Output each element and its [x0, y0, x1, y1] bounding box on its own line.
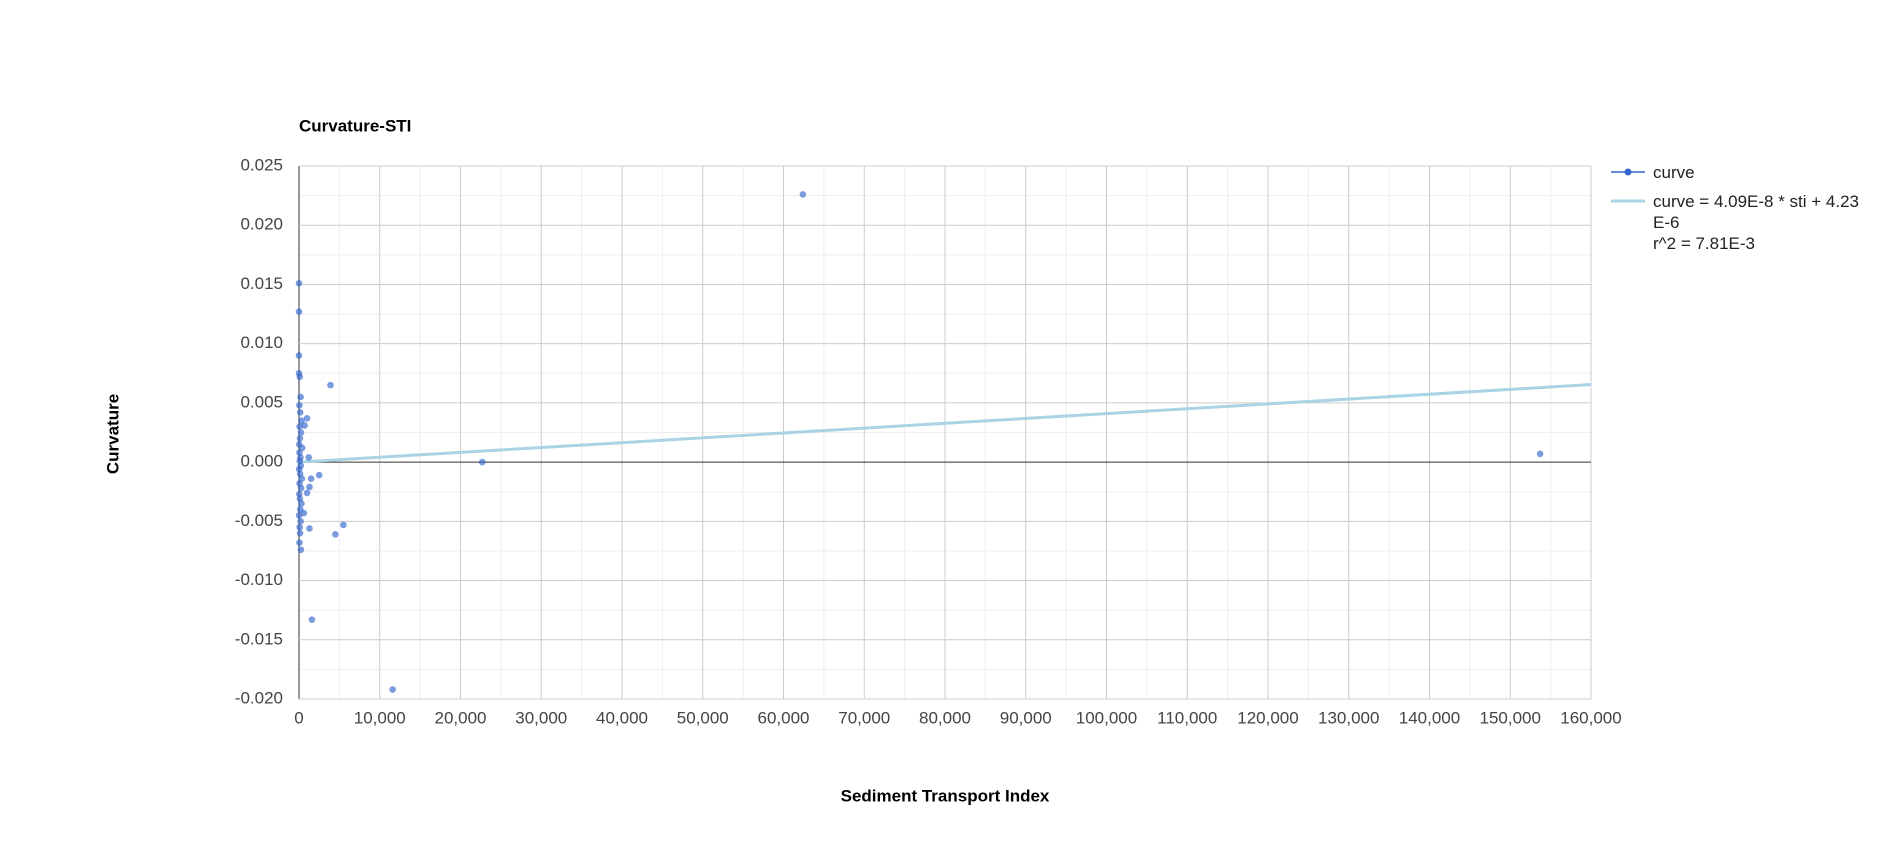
x-tick-label: 160,000 — [1560, 708, 1621, 727]
point — [479, 458, 486, 466]
x-tick-label: 80,000 — [919, 708, 971, 727]
y-tick-label: 0.000 — [240, 452, 283, 471]
point — [306, 483, 313, 491]
point — [327, 381, 334, 389]
point — [315, 471, 323, 479]
y-tick-label: 0.015 — [240, 274, 283, 293]
y-tick-label: -0.020 — [235, 688, 283, 707]
x-tick-label: 40,000 — [596, 708, 648, 727]
point — [295, 279, 303, 287]
x-axis-label: Sediment Transport Index — [841, 786, 1050, 805]
point — [303, 489, 311, 497]
point — [296, 539, 303, 546]
legend-swatch — [1611, 168, 1645, 176]
x-tick-label: 20,000 — [435, 708, 487, 727]
legend-swatch — [1611, 199, 1645, 203]
point — [296, 506, 304, 513]
legend-label: curve = 4.09E-8 * sti + 4.23E-6 — [1653, 192, 1860, 232]
point — [389, 686, 396, 693]
point — [296, 401, 303, 409]
x-tick-label: 60,000 — [758, 708, 810, 727]
point — [297, 429, 305, 436]
y-tick-label: 0.020 — [240, 215, 283, 234]
x-tick-label: 50,000 — [677, 708, 729, 727]
x-tick-label: 130,000 — [1318, 708, 1379, 727]
y-axis-label: Curvature — [103, 394, 122, 474]
legend-entry: curve — [1609, 162, 1863, 183]
point — [298, 417, 305, 424]
x-tick-label: 140,000 — [1399, 708, 1460, 727]
point — [298, 500, 305, 507]
legend-dot — [1624, 168, 1632, 176]
y-tick-label: 0.025 — [240, 155, 283, 174]
x-tick-label: 100,000 — [1076, 708, 1137, 727]
point — [303, 414, 311, 422]
grid — [298, 165, 1592, 700]
point — [305, 454, 312, 461]
point — [306, 525, 313, 532]
point — [799, 191, 807, 198]
x-tick-label: 110,000 — [1157, 708, 1217, 727]
y-tick-label: 0.005 — [240, 392, 283, 411]
point — [1536, 450, 1544, 458]
point — [295, 308, 303, 315]
x-tick-label: 120,000 — [1237, 708, 1298, 727]
point — [296, 409, 304, 416]
point — [332, 531, 339, 538]
chart-title: Curvature-STI — [299, 116, 411, 135]
x-tick-label: 30,000 — [515, 708, 567, 727]
r-squared-label: r^2 = 7.81E-3 — [1653, 234, 1756, 253]
point — [297, 393, 304, 401]
legend: curve curve = 4.09E-8 * sti + 4.23E-6 r^2 … — [1609, 162, 1863, 262]
point — [301, 422, 308, 429]
point — [296, 523, 303, 531]
point — [295, 352, 303, 359]
point — [297, 484, 305, 492]
x-tick-label: 10,000 — [354, 708, 406, 727]
y-tick-label: -0.015 — [235, 629, 283, 648]
point — [307, 475, 315, 482]
point — [340, 521, 347, 529]
x-tick-label: 150,000 — [1480, 708, 1541, 727]
point — [296, 435, 304, 442]
point — [297, 518, 304, 525]
y-tick-label: -0.005 — [235, 511, 283, 530]
point — [297, 546, 305, 554]
point — [308, 616, 316, 623]
trend-line — [298, 383, 1592, 464]
legend-entry: curve = 4.09E-8 * sti + 4.23E-6 r^2 = 7.8… — [1609, 191, 1863, 254]
x-tick-label: 90,000 — [1000, 708, 1052, 727]
x-tick-label: 70,000 — [838, 708, 890, 727]
point — [296, 529, 304, 537]
point — [296, 373, 304, 381]
x-tick-label: 0 — [294, 708, 303, 727]
point — [296, 423, 303, 430]
y-tick-label: -0.010 — [235, 570, 283, 589]
point — [295, 512, 303, 519]
y-tick-label: 0.010 — [240, 333, 283, 352]
legend-label: curve — [1653, 163, 1695, 182]
